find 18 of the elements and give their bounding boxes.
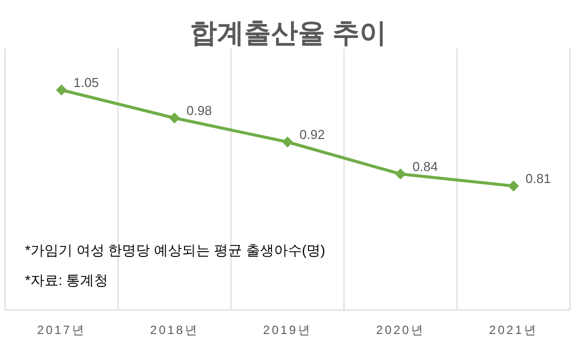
data-label: 0.98	[186, 103, 212, 118]
data-label: 0.92	[300, 127, 325, 142]
point	[282, 136, 293, 148]
chart-title: 합계출산율 추이	[190, 18, 387, 48]
text: *자료: 통계청	[25, 272, 108, 288]
point	[508, 180, 519, 192]
data-label: 0.84	[412, 159, 438, 174]
text: *가임기 여성 한명당 예상되는 평균 출생아수(명)	[25, 242, 326, 258]
x-tick-label: 2021년	[489, 323, 538, 337]
x-tick-label: 2020년	[376, 323, 425, 337]
data-label: 0.81	[526, 171, 551, 186]
point	[395, 168, 406, 180]
x-tick-label: 2018년	[150, 323, 199, 337]
point	[56, 84, 67, 96]
x-tick-label: 2017년	[37, 323, 86, 337]
point	[169, 112, 180, 124]
x-tick-label: 2019년	[263, 323, 312, 337]
data-label: 1.05	[74, 75, 99, 90]
